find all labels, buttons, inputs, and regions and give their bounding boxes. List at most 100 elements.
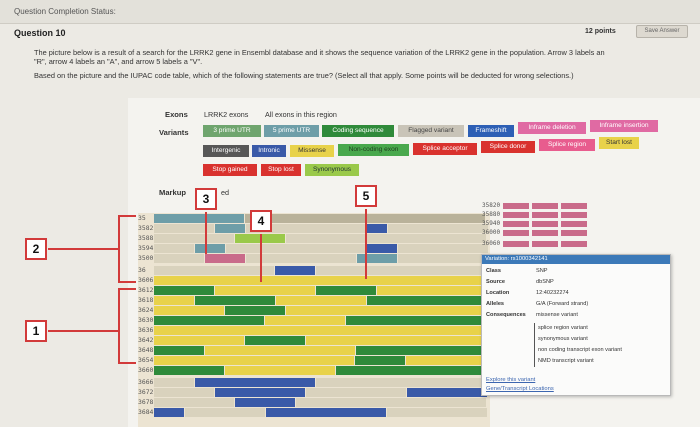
gene-transcript-locations-link[interactable]: Gene/Transcript Locations [486,386,554,392]
sequence-line: 36481 [138,345,487,355]
marker-3: 3 [195,188,217,210]
sequence-line: 36601 [138,365,487,375]
sequence-line: 36661 [138,377,487,387]
right-line: 36000 [482,229,588,236]
completion-status[interactable]: Question Completion Status: [14,7,116,16]
sequence-line: 36421 [138,335,487,345]
sequence-line: 36301 [138,315,487,325]
marker-1: 1 [25,320,47,342]
variant-popup: Variation: rs1000342141 Class SNP Source… [481,254,671,396]
marker-5-arrow [365,209,367,279]
sequence-line: 36781 [138,397,487,407]
status-bar: Question Completion Status: [0,0,700,24]
legend-splice-acceptor: Splice acceptor [413,143,477,155]
sequence-line: 35 [138,213,486,223]
legend-frameshift: Frameshift [468,125,514,137]
legend-missense: Missense [290,145,334,157]
popup-key: Alleles [486,301,505,307]
line-number: 36181 [138,296,158,304]
marker-2-bracket-bottom [118,281,136,283]
line-number: 36541 [138,356,158,364]
markup-label: Markup [159,188,187,197]
line-number: 36241 [138,306,158,314]
popup-key: Source [486,279,505,285]
consequence-item: splice region variant [538,325,588,331]
sequence-line: 35881 [138,233,487,243]
marker-1-line [48,330,118,332]
sequence-line: 36121 [138,285,488,295]
question-title: Question 10 [14,28,66,38]
popup-key: Location [486,290,510,296]
popup-header: Variation: rs1000342141 [482,255,670,264]
line-number: 36061 [138,276,158,284]
legend-coding-sequence: Coding sequence [322,125,394,137]
instruction-line-3: Based on the picture and the IUPAC code … [34,71,574,80]
line-number: 36121 [138,286,158,294]
legend-synonymous: Synonymous [305,164,359,176]
marker-2-bracket-top [118,215,136,217]
sequence-line: 36841 [138,407,488,417]
right-line: 36060 [482,240,588,247]
question-header: Question 10 12 points Save Answer [0,24,700,42]
legend-intronic: Intronic [252,145,286,157]
legend-intergenic: Intergenic [203,145,249,157]
instruction-line-1: The picture below is a result of a searc… [34,48,605,57]
marker-4-arrow [260,234,262,282]
consequence-item: synonymous variant [538,336,588,342]
line-number: 36301 [138,316,158,324]
marker-1-bracket [118,288,120,364]
legend-inframe-insertion: Inframe insertion [590,120,658,132]
line-number: 36661 [138,378,158,386]
line-number: 35881 [138,234,158,242]
right-line: 35820 [482,202,588,209]
marker-2: 2 [25,238,47,260]
markup-text: ed [221,188,229,197]
legend-splice-donor: Splice donor [481,141,535,153]
sequence-line: 36541 [138,355,487,365]
variants-label: Variants [159,128,189,137]
right-sequence-column: 35820 35880 35940 36000 36060 [480,198,700,427]
legend-inframe-deletion: Inframe deletion [518,122,586,134]
exons-option-lrrk2[interactable]: LRRK2 exons [204,110,249,119]
marker-2-bracket [118,215,120,283]
line-number: 35941 [138,244,158,252]
consequence-list: splice region variant synonymous variant… [534,323,662,367]
points-label: 12 points [585,28,616,35]
line-number: 36361 [138,326,158,334]
consequence-item: non coding transcript exon variant [538,347,622,353]
sequence-line: 36 [138,265,487,275]
save-answer-button[interactable]: Save Answer [636,25,688,38]
exons-option-all[interactable]: All exons in this region [265,110,337,119]
marker-4: 4 [250,210,272,232]
marker-2-line [48,248,118,250]
sequence-line: 36721 [138,387,488,397]
line-number: 35001 [138,254,158,262]
sequence-line: 35941 [138,243,489,253]
line-number: 36481 [138,346,158,354]
popup-value: SNP [536,268,548,274]
marker-1-bracket-bottom [118,362,136,364]
right-line: 35880 [482,211,588,218]
legend-non-coding-exon: Non-coding exon [338,144,409,156]
consequence-item: NMD transcript variant [538,358,594,364]
marker-3-arrow [205,212,207,254]
line-number: 35821 [138,224,158,232]
right-line: 35940 [482,220,588,227]
line-number: 36841 [138,408,158,416]
explore-variant-link[interactable]: Explore this variant [486,377,536,383]
line-number: 35 [138,214,146,222]
marker-1-bracket-top [118,288,136,290]
legend-splice-region: Splice region [539,139,595,151]
sequence-line: 36061 [138,275,485,285]
legend-stop-lost: Stop lost [261,164,301,176]
marker-5: 5 [355,185,377,207]
popup-value: G/A (Forward strand) [536,301,589,307]
sequence-line: 36361 [138,325,485,335]
popup-value: 12:40232274 [536,290,569,296]
instruction-line-2: "R", arrow 4 labels an "A", and arrow 5 … [34,57,203,66]
line-number: 36 [138,266,146,274]
exons-label: Exons [165,110,188,119]
popup-value: missense variant [536,312,578,318]
popup-value: dbSNP [536,279,554,285]
sequence-line: 36181 [138,295,488,305]
